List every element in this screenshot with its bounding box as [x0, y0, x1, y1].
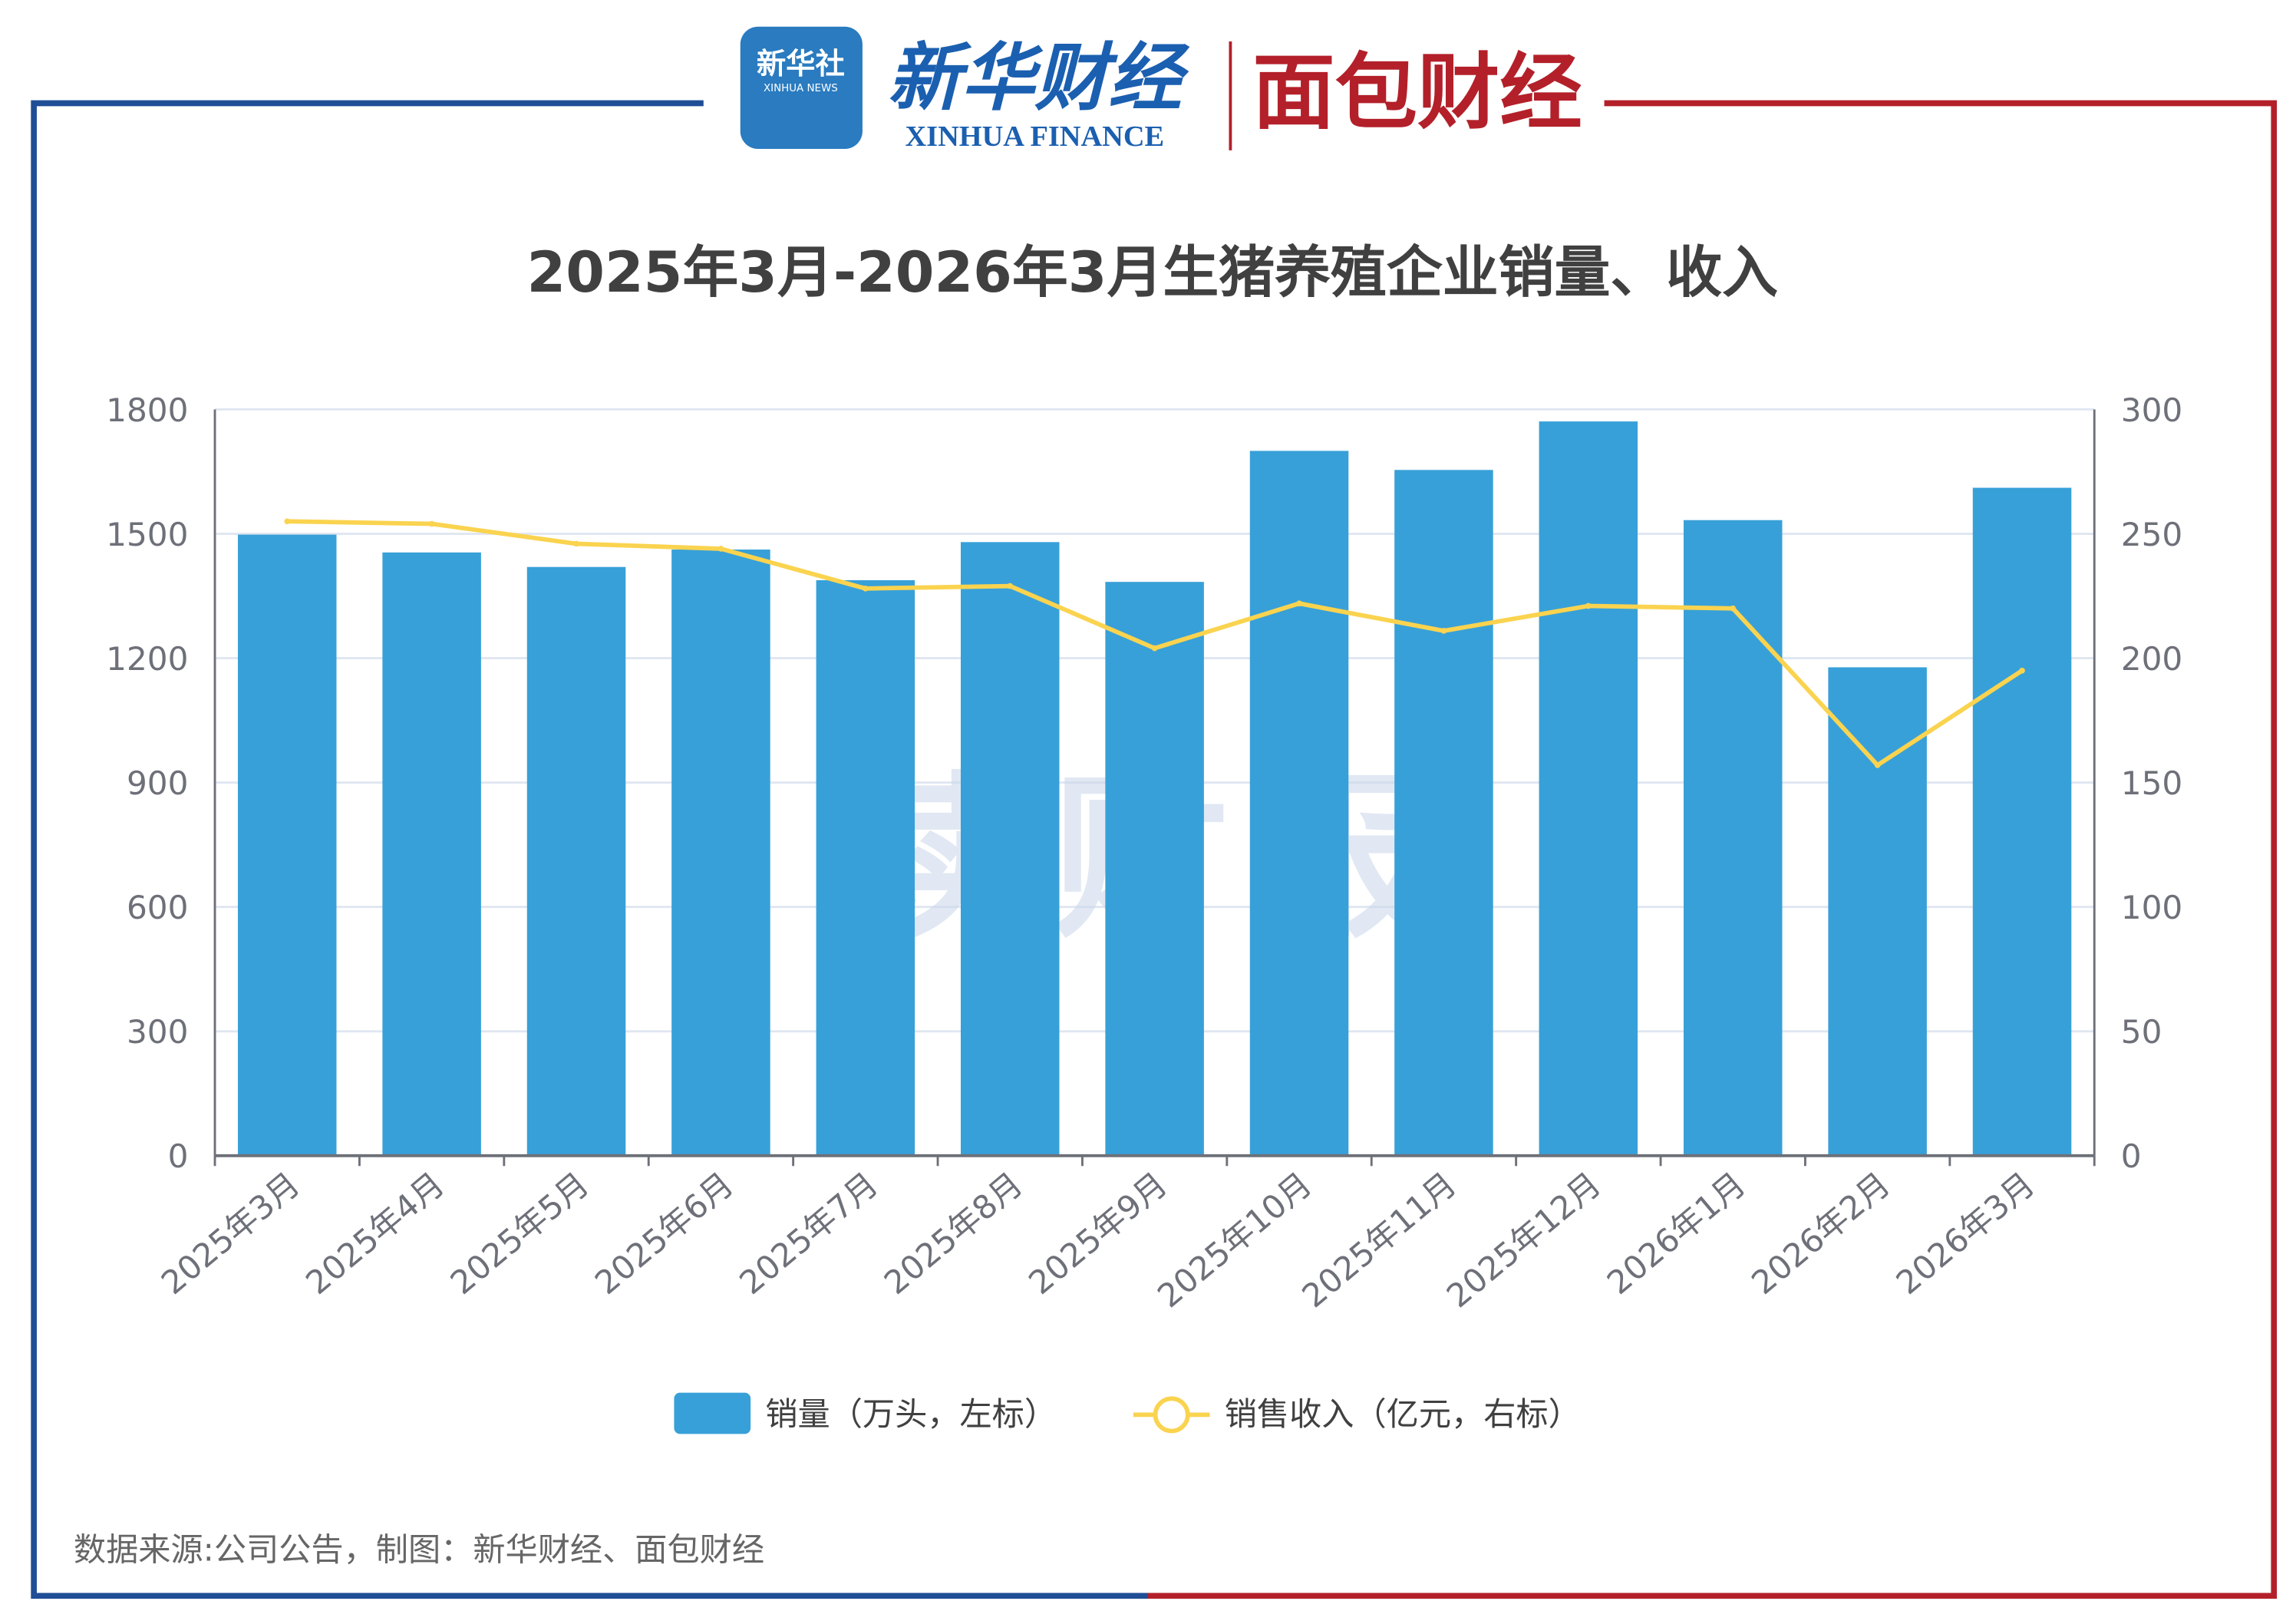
legend-label-revenue: 销售收入（亿元，右标） — [1225, 1395, 1581, 1433]
y-left-tick-label: 300 — [127, 1013, 189, 1051]
revenue-point[interactable] — [1151, 645, 1158, 652]
revenue-point[interactable] — [862, 585, 869, 592]
bar[interactable] — [1249, 451, 1349, 1156]
y-right-tick-label: 0 — [2121, 1137, 2142, 1175]
x-tick-label: 2026年1月 — [1600, 1165, 1753, 1302]
logo-xinhua-text: 新华社 — [757, 47, 845, 81]
x-tick-label: 2026年2月 — [1744, 1165, 1897, 1302]
x-tick-label: 2025年9月 — [1021, 1165, 1174, 1302]
revenue-point[interactable] — [1874, 762, 1881, 768]
revenue-point[interactable] — [718, 546, 724, 552]
legend-swatch-bar — [674, 1392, 751, 1434]
bar[interactable] — [960, 542, 1060, 1156]
frame-left — [31, 100, 1148, 1599]
revenue-point[interactable] — [1296, 600, 1302, 607]
legend-swatch-marker — [1153, 1396, 1190, 1434]
bar[interactable] — [816, 580, 915, 1156]
y-left-tick-label: 0 — [168, 1137, 189, 1175]
logo-xinhua-finance: 新华财经 XINHUA FINANCE — [888, 35, 1191, 153]
logo-xinhua: 新华社 XINHUA NEWS — [740, 26, 863, 149]
x-tick-label: 2025年6月 — [588, 1165, 741, 1302]
y-left-tick-label: 900 — [127, 764, 189, 802]
revenue-line — [284, 518, 2025, 768]
bar[interactable] — [1394, 470, 1493, 1156]
revenue-point[interactable] — [2019, 667, 2025, 674]
logo-xinhua-en: XINHUA NEWS — [764, 83, 838, 94]
y-left-tick-label: 600 — [127, 889, 189, 926]
revenue-point[interactable] — [1585, 602, 1592, 609]
x-tick-label: 2025年11月 — [1295, 1165, 1464, 1315]
bar[interactable] — [237, 534, 337, 1156]
bar[interactable] — [671, 550, 770, 1156]
x-tick-label: 2025年3月 — [154, 1165, 307, 1302]
bar[interactable] — [1972, 487, 2072, 1156]
revenue-point[interactable] — [284, 518, 291, 525]
x-tick-label: 2026年3月 — [1889, 1165, 2042, 1302]
logo-finance-en: XINHUA FINANCE — [905, 120, 1164, 153]
source-note: 数据来源:公司公告，制图：新华财经、面包财经 — [74, 1530, 764, 1568]
legend: 销量（万头，左标） 销售收入（亿元，右标） — [674, 1392, 1581, 1434]
x-tick-label: 2025年5月 — [444, 1165, 596, 1302]
bar[interactable] — [526, 566, 626, 1156]
revenue-point[interactable] — [1730, 605, 1737, 612]
x-tick-label: 2025年10月 — [1150, 1165, 1319, 1315]
revenue-point[interactable] — [1440, 628, 1447, 634]
revenue-point[interactable] — [1007, 583, 1014, 589]
chart-title: 2025年3月-2026年3月生猪养殖企业销量、收入 — [527, 240, 1778, 305]
bar[interactable] — [1683, 520, 1783, 1156]
frame-right — [1148, 100, 2278, 1599]
y-left-tick-label: 1800 — [106, 391, 188, 429]
x-tick-label: 2025年12月 — [1440, 1165, 1608, 1315]
legend-item-revenue[interactable]: 销售收入（亿元，右标） — [1133, 1395, 1581, 1434]
bars — [237, 421, 2072, 1156]
x-tick-label: 2025年7月 — [732, 1165, 885, 1302]
bar[interactable] — [382, 552, 481, 1156]
frame — [31, 100, 2278, 1599]
x-tick-label: 2025年4月 — [299, 1165, 451, 1302]
x-tick-label: 2025年8月 — [877, 1165, 1030, 1302]
revenue-point[interactable] — [573, 540, 579, 547]
y-right-tick-label: 200 — [2121, 640, 2183, 678]
legend-item-volume[interactable]: 销量（万头，左标） — [674, 1392, 1057, 1434]
y-right-tick-label: 50 — [2121, 1013, 2162, 1051]
y-right-tick-label: 150 — [2121, 764, 2183, 802]
bar[interactable] — [1828, 667, 1927, 1156]
y-right-tick-label: 300 — [2121, 391, 2183, 429]
y-right-tick-label: 250 — [2121, 516, 2183, 553]
y-left-tick-label: 1200 — [106, 640, 188, 678]
legend-label-volume: 销量（万头，左标） — [765, 1395, 1057, 1433]
logo-mianbao: 面包财经 — [1252, 45, 1582, 141]
y-right-tick-label: 100 — [2121, 889, 2183, 926]
logo-finance-text: 新华财经 — [888, 35, 1191, 121]
revenue-point[interactable] — [428, 520, 435, 527]
bar[interactable] — [1539, 421, 1638, 1156]
y-left-tick-label: 1500 — [106, 516, 188, 553]
bar[interactable] — [1105, 582, 1204, 1156]
